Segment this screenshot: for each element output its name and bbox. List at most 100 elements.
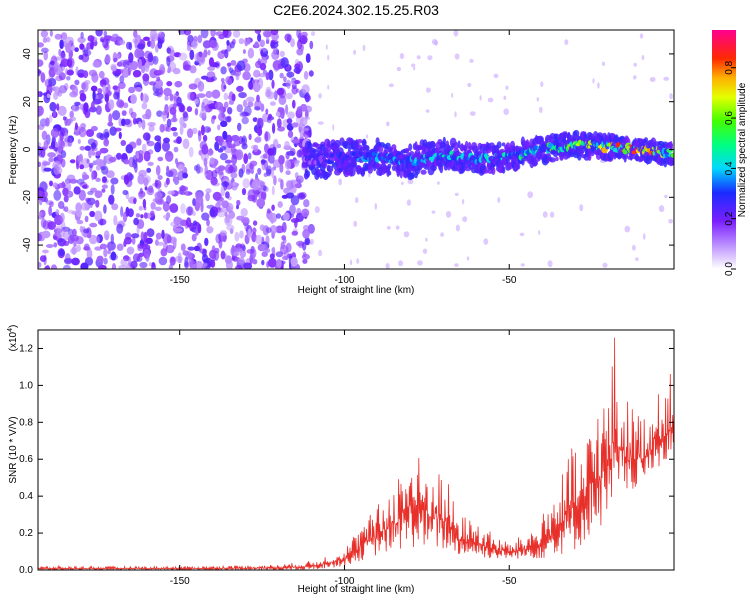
spectrogram-noise-blob — [81, 202, 88, 211]
spectrogram-noise-blob — [281, 221, 287, 233]
spectrogram-noise-blob — [135, 213, 141, 218]
spectrogram-noise-blob — [355, 197, 359, 204]
spectrogram-noise-blob — [426, 87, 431, 93]
spectrogram-noise-blob — [77, 73, 85, 78]
spectrogram-noise-blob — [241, 143, 248, 150]
spectrogram-noise-blob — [266, 208, 271, 214]
spectrogram-noise-blob — [165, 177, 170, 185]
spectrogram-noise-blob — [155, 199, 165, 205]
spectrogram-noise-blob — [440, 232, 444, 237]
spectrogram-noise-blob — [136, 224, 140, 235]
spectrogram-noise-blob — [82, 70, 89, 79]
spectrogram-noise-blob — [133, 30, 138, 38]
spectrogram-noise-blob — [238, 38, 245, 45]
spectrogram-noise-blob — [479, 95, 482, 101]
spectrogram-noise-blob — [82, 228, 90, 234]
spectrogram-noise-blob — [53, 235, 58, 240]
spectrogram-noise-blob — [154, 79, 164, 89]
spectrogram-noise-blob — [237, 122, 242, 132]
spectrogram-noise-blob — [237, 257, 245, 264]
spectrogram-noise-blob — [257, 167, 262, 175]
spectrogram-noise-blob — [174, 158, 179, 165]
spectrogram-noise-blob — [59, 212, 65, 223]
y-tick-label: -20 — [22, 190, 33, 205]
spectrogram-noise-blob — [224, 49, 229, 59]
spectrogram-noise-blob — [301, 208, 310, 218]
spectrogram-noise-blob — [327, 54, 330, 61]
spectrogram-noise-blob — [116, 99, 125, 108]
spectrogram-noise-blob — [151, 262, 155, 268]
spectrogram-ridge-cell — [447, 145, 451, 152]
spectrogram-noise-blob — [138, 193, 144, 200]
spectrogram-noise-blob — [215, 196, 224, 202]
snr-y-axis-label: SNR (10 * V/V) — [8, 416, 19, 483]
spectrogram-noise-blob — [96, 255, 104, 263]
spectrogram-noise-blob — [146, 228, 155, 238]
spectrogram-noise-blob — [45, 117, 50, 127]
spectrogram-noise-blob — [140, 231, 145, 242]
spectrogram-noise-blob — [103, 257, 108, 265]
spectrogram-noise-blob — [78, 189, 86, 201]
spectrogram-noise-blob — [167, 190, 176, 195]
spectrogram-noise-blob — [102, 176, 107, 183]
spectrogram-noise-blob — [172, 131, 178, 137]
spectrogram-noise-blob — [126, 246, 135, 255]
spectrogram-noise-blob — [205, 90, 213, 99]
spectrogram-noise-blob — [110, 184, 115, 195]
spectrogram-noise-blob — [281, 235, 287, 241]
spectrogram-noise-blob — [141, 65, 146, 74]
spectrogram-noise-blob — [252, 220, 258, 226]
spectrogram-noise-blob — [98, 70, 105, 79]
spectrogram-noise-blob — [192, 210, 196, 217]
spectrogram-ridge-cell — [460, 143, 464, 152]
spectrogram-noise-blob — [38, 233, 43, 242]
spectrogram-noise-blob — [162, 141, 170, 152]
spectrogram-noise-blob — [261, 259, 265, 266]
spectrogram-noise-blob — [386, 225, 391, 230]
spectrogram-noise-blob — [356, 258, 360, 264]
spectrogram-noise-blob — [266, 91, 275, 100]
spectrogram-noise-blob — [94, 246, 103, 251]
spectrogram-noise-blob — [138, 121, 142, 128]
spectrogram-y-ticks: -40 -20 0 20 40 — [22, 48, 674, 252]
spectrogram-noise-blob — [108, 156, 117, 163]
spectrogram-noise-blob — [53, 164, 60, 176]
colorbar-tick-label: 0.6 — [724, 111, 735, 125]
spectrogram-noise-blob — [147, 161, 154, 166]
spectrogram-noise-blob — [156, 76, 161, 82]
spectrogram-noise-blob — [198, 131, 202, 142]
spectrogram-noise-blob — [169, 93, 174, 102]
spectrogram-noise-blob — [279, 163, 284, 173]
spectrogram-noise-blob — [142, 175, 151, 184]
spectrogram-noise-blob — [242, 49, 246, 54]
spectrogram-noise-blob — [292, 99, 296, 109]
spectrogram-noise-blob — [191, 233, 197, 242]
spectrogram-noise-blob — [194, 98, 199, 104]
spectrogram-noise-blob — [41, 230, 51, 239]
spectrogram-noise-blob — [183, 112, 189, 122]
spectrogram-noise-blob — [200, 124, 205, 136]
spectrogram-noise-blob — [284, 140, 290, 149]
spectrogram-noise-blob — [230, 144, 236, 154]
spectrogram-noise-blob — [113, 57, 118, 63]
spectrogram-noise-blob — [134, 38, 138, 49]
spectrogram-noise-blob — [95, 158, 103, 166]
spectrogram-noise-blob — [219, 152, 228, 161]
spectrogram-noise-blob — [177, 30, 187, 35]
spectrogram-noise-blob — [301, 84, 310, 94]
spectrogram-noise-blob — [242, 71, 251, 81]
spectrogram-noise-blob — [150, 210, 155, 217]
spectrogram-noise-blob — [437, 181, 440, 185]
spectrogram-ridge-cell — [328, 170, 332, 176]
spectrogram-noise-blob — [214, 101, 224, 111]
spectrogram-noise-blob — [241, 188, 247, 196]
spectrogram-noise-blob — [287, 130, 294, 138]
spectrogram-noise-blob — [74, 101, 81, 106]
y-tick-label: 1.2 — [19, 343, 33, 354]
spectrogram-noise-blob — [169, 106, 177, 115]
spectrogram-noise-blob — [222, 130, 228, 140]
spectrogram-noise-blob — [166, 165, 170, 174]
spectrogram-noise-blob — [374, 202, 378, 210]
spectrogram-noise-blob — [639, 33, 644, 39]
spectrogram-noise-blob — [95, 30, 103, 37]
